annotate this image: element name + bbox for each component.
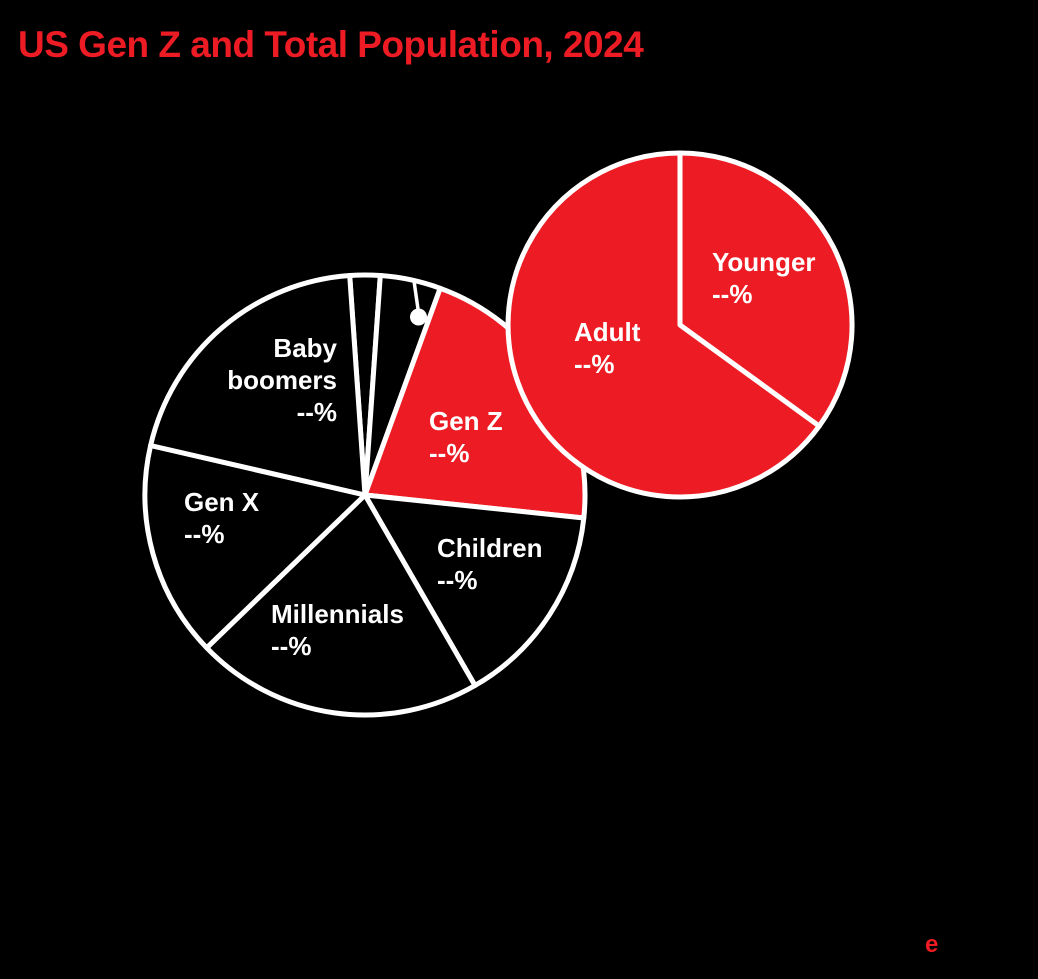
pie-slice-children xyxy=(362,492,587,688)
pie-slice-baby-boomers xyxy=(148,273,368,498)
slice-label-baby-boomers-line1: Baby xyxy=(273,333,337,363)
slice-label-gen-x: Gen X xyxy=(184,487,260,517)
slice-label-adult: Adult xyxy=(574,317,641,347)
slice-value-younger: --% xyxy=(712,279,752,309)
slice-label-children: Children xyxy=(437,533,542,563)
pie-slice-younger xyxy=(677,150,855,429)
slice-label-baby-boomers-line2: boomers xyxy=(227,365,337,395)
slice-value-adult: --% xyxy=(574,349,614,379)
slice-value-children: --% xyxy=(437,565,477,595)
slice-value-gen-x: --% xyxy=(184,519,224,549)
pie-total-population xyxy=(142,272,588,718)
chart-title: US Gen Z and Total Population, 2024 xyxy=(18,24,644,65)
callout-dot xyxy=(410,308,427,326)
pie-slice-gen-x xyxy=(142,443,368,651)
small-slice-callout xyxy=(410,280,427,326)
slice-label-younger: Younger xyxy=(712,247,816,277)
slice-value-baby-boomers: --% xyxy=(297,397,337,427)
callout-leader-line xyxy=(412,280,420,310)
slice-label-gen-z: Gen Z xyxy=(429,406,503,436)
slice-label-millennials: Millennials xyxy=(271,599,404,629)
slice-value-gen-z: --% xyxy=(429,438,469,468)
pie-total-population-labels: Baby boomers --% Gen X --% Millennials -… xyxy=(184,333,542,661)
pie-slice-adult xyxy=(505,150,822,500)
pie-gen-z-split xyxy=(505,150,855,500)
emarketer-logo-letter: e xyxy=(925,931,939,958)
pie-gen-z-split-labels: Younger --% Adult --% xyxy=(574,247,816,379)
pie-slice-millennials xyxy=(204,492,478,718)
slice-value-millennials: --% xyxy=(271,631,311,661)
